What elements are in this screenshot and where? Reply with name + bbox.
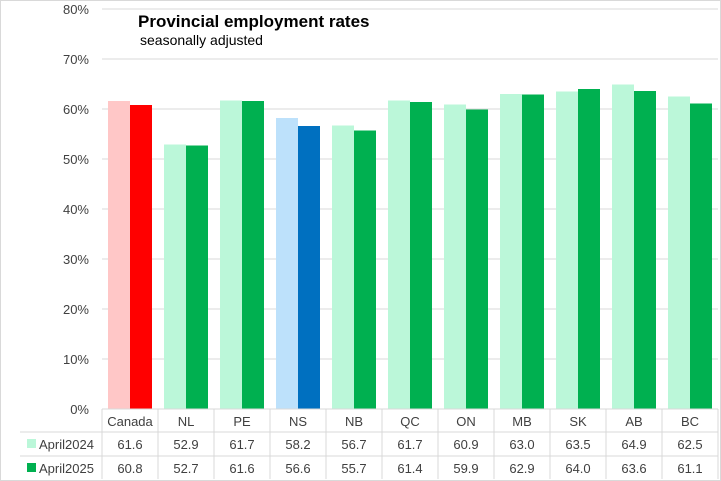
x-category-label: NL <box>178 414 195 429</box>
data-label: 59.9 <box>453 461 478 476</box>
bar-april2024-nl <box>164 144 186 409</box>
bars <box>108 84 712 409</box>
legend-label: April2024 <box>39 437 94 452</box>
bar-april2025-on <box>466 109 488 409</box>
data-label: 61.6 <box>117 437 142 452</box>
legend-swatch-april2024 <box>27 439 36 448</box>
data-label: 55.7 <box>341 461 366 476</box>
data-label: 64.0 <box>565 461 590 476</box>
data-label: 62.9 <box>509 461 534 476</box>
data-label: 61.4 <box>397 461 422 476</box>
x-category-label: NS <box>289 414 307 429</box>
y-tick-label: 50% <box>63 152 89 167</box>
x-category-label: BC <box>681 414 699 429</box>
y-tick-label: 30% <box>63 252 89 267</box>
data-label: 61.6 <box>229 461 254 476</box>
bar-april2024-pe <box>220 100 242 409</box>
data-label: 60.8 <box>117 461 142 476</box>
bar-april2025-pe <box>242 101 264 409</box>
data-label: 63.6 <box>621 461 646 476</box>
y-tick-label: 20% <box>63 302 89 317</box>
x-category-label: Canada <box>107 414 153 429</box>
bar-april2024-bc <box>668 96 690 409</box>
legend-swatch-april2025 <box>27 463 36 472</box>
data-label: 52.7 <box>173 461 198 476</box>
data-label: 58.2 <box>285 437 310 452</box>
x-category-label: PE <box>233 414 251 429</box>
data-label: 61.7 <box>397 437 422 452</box>
data-label: 63.5 <box>565 437 590 452</box>
y-tick-label: 60% <box>63 102 89 117</box>
bar-april2025-ab <box>634 91 656 409</box>
bar-april2024-mb <box>500 94 522 409</box>
bar-april2024-ns <box>276 118 298 409</box>
y-tick-label: 0% <box>70 402 89 417</box>
bar-april2025-canada <box>130 105 152 409</box>
data-label: 62.5 <box>677 437 702 452</box>
bar-april2025-nl <box>186 145 208 409</box>
data-label: 52.9 <box>173 437 198 452</box>
bar-april2025-ns <box>298 126 320 409</box>
data-label: 56.7 <box>341 437 366 452</box>
data-label: 64.9 <box>621 437 646 452</box>
bar-april2025-bc <box>690 103 712 409</box>
bar-april2024-on <box>444 104 466 409</box>
data-label: 61.1 <box>677 461 702 476</box>
chart-title: Provincial employment rates <box>138 12 369 31</box>
bar-april2025-nb <box>354 130 376 409</box>
y-tick-label: 40% <box>63 202 89 217</box>
x-category-label: ON <box>456 414 476 429</box>
x-category-label: MB <box>512 414 532 429</box>
y-axis: 0% 10% 20% 30% 40% 50% 60% 70% 80% <box>63 2 89 417</box>
y-tick-label: 80% <box>63 2 89 17</box>
bar-april2024-sk <box>556 91 578 409</box>
data-label: 61.7 <box>229 437 254 452</box>
bar-april2025-mb <box>522 94 544 409</box>
bar-april2024-nb <box>332 125 354 409</box>
x-category-label: SK <box>569 414 587 429</box>
bar-april2025-sk <box>578 89 600 409</box>
legend-label: April2025 <box>39 461 94 476</box>
data-label: 63.0 <box>509 437 534 452</box>
x-category-label: NB <box>345 414 363 429</box>
bar-april2024-qc <box>388 100 410 409</box>
bar-april2024-ab <box>612 84 634 409</box>
data-table: Canada NL PE NS NB QC ON MB SK AB BC April2024 61.6 5… <box>20 408 719 479</box>
bar-april2024-canada <box>108 101 130 409</box>
chart-subtitle: seasonally adjusted <box>140 32 263 48</box>
data-label: 60.9 <box>453 437 478 452</box>
data-label: 56.6 <box>285 461 310 476</box>
bar-april2025-qc <box>410 102 432 409</box>
y-tick-label: 70% <box>63 52 89 67</box>
x-category-label: AB <box>625 414 642 429</box>
y-tick-label: 10% <box>63 352 89 367</box>
x-category-label: QC <box>400 414 420 429</box>
